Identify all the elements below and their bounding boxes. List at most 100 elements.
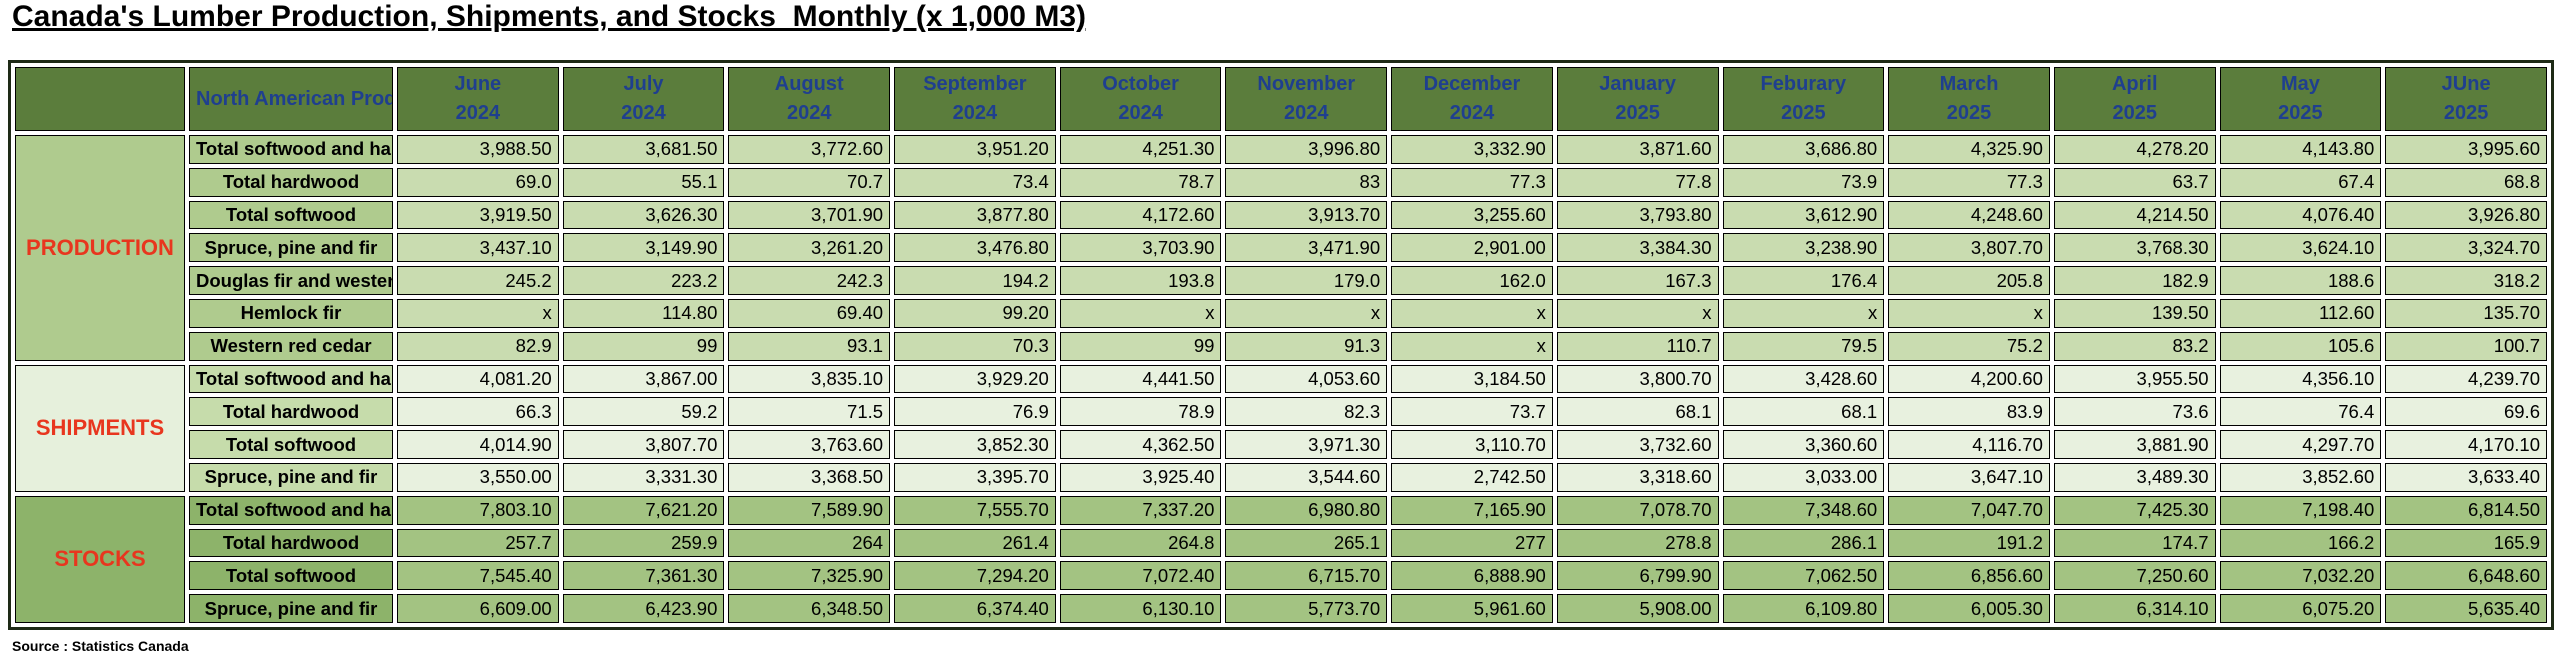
section-label-stocks: STOCKS: [15, 495, 185, 623]
value-cell: 277: [1391, 528, 1553, 558]
value-cell: 265.1: [1225, 528, 1388, 558]
table-row: Total hardwood 69.0 55.1 70.7 73.4 78.7 83 77.3…: [15, 167, 2547, 197]
value-cell: 264.8: [1059, 528, 1222, 558]
value-cell: x: [1556, 298, 1719, 328]
value-cell: 6,005.30: [1888, 594, 2050, 623]
value-cell: 278.8: [1556, 528, 1719, 558]
value-cell: 3,261.20: [728, 233, 891, 263]
month-header: JUne 2025: [2385, 67, 2547, 131]
row-label: Total softwood and hardwood: [189, 495, 393, 525]
value-cell: 7,062.50: [1722, 561, 1885, 591]
value-cell: 6,423.90: [562, 594, 725, 623]
value-cell: 3,238.90: [1722, 233, 1885, 263]
value-cell: 7,325.90: [728, 561, 891, 591]
month-year: 2025: [2278, 102, 2323, 124]
value-cell: 73.9: [1722, 167, 1885, 197]
value-cell: 6,814.50: [2385, 495, 2547, 525]
value-cell: 3,852.60: [2219, 462, 2382, 492]
value-cell: 7,250.60: [2053, 561, 2216, 591]
table-row: Total hardwood 66.3 59.2 71.5 76.9 78.9 82.3 73…: [15, 397, 2547, 427]
value-cell: 139.50: [2053, 298, 2216, 328]
value-cell: 3,877.80: [894, 200, 1056, 230]
value-cell: x: [1391, 298, 1553, 328]
value-cell: 77.3: [1888, 167, 2050, 197]
value-cell: 69.6: [2385, 397, 2547, 427]
value-cell: 55.1: [562, 167, 725, 197]
month-name: March: [1939, 73, 1999, 95]
value-cell: 68.1: [1556, 397, 1719, 427]
value-cell: 83.9: [1888, 397, 2050, 427]
value-cell: 4,441.50: [1059, 364, 1222, 394]
month-year: 2025: [1615, 102, 1660, 124]
value-cell: 83: [1225, 167, 1388, 197]
value-cell: 3,852.30: [894, 430, 1056, 459]
value-cell: 7,361.30: [562, 561, 725, 591]
value-cell: 63.7: [2053, 167, 2216, 197]
month-year: 2025: [1781, 102, 1826, 124]
value-cell: 3,544.60: [1225, 462, 1388, 492]
value-cell: 182.9: [2053, 266, 2216, 295]
value-cell: 135.70: [2385, 298, 2547, 328]
row-label: Total hardwood: [189, 167, 393, 197]
header-row: North American Product Classification Sy…: [15, 67, 2547, 131]
value-cell: 4,356.10: [2219, 364, 2382, 394]
value-cell: 7,078.70: [1556, 495, 1719, 525]
value-cell: 3,633.40: [2385, 462, 2547, 492]
value-cell: 5,773.70: [1225, 594, 1388, 623]
month-name: November: [1257, 73, 1356, 95]
value-cell: 167.3: [1556, 266, 1719, 295]
value-cell: 7,589.90: [728, 495, 891, 525]
month-header: October 2024: [1059, 67, 1222, 131]
value-cell: 3,913.70: [1225, 200, 1388, 230]
month-header: June 2024: [397, 67, 559, 131]
value-cell: 3,681.50: [562, 135, 725, 164]
value-cell: 6,888.90: [1391, 561, 1553, 591]
value-cell: 3,951.20: [894, 135, 1056, 164]
value-cell: 7,803.10: [397, 495, 559, 525]
value-cell: 3,995.60: [2385, 135, 2547, 164]
lumber-table: North American Product Classification Sy…: [11, 63, 2551, 627]
value-cell: 3,971.30: [1225, 430, 1388, 459]
value-cell: 4,200.60: [1888, 364, 2050, 394]
value-cell: 4,143.80: [2219, 135, 2382, 164]
value-cell: 3,926.80: [2385, 200, 2547, 230]
value-cell: x: [1059, 298, 1222, 328]
value-cell: 77.3: [1391, 167, 1553, 197]
value-cell: 6,374.40: [894, 594, 1056, 623]
value-cell: 3,489.30: [2053, 462, 2216, 492]
value-cell: 4,325.90: [1888, 135, 2050, 164]
value-cell: 3,807.70: [1888, 233, 2050, 263]
row-label: Total softwood and hardwood: [189, 135, 393, 164]
value-cell: 3,955.50: [2053, 364, 2216, 394]
month-header: November 2024: [1225, 67, 1388, 131]
value-cell: 3,437.10: [397, 233, 559, 263]
value-cell: 3,110.70: [1391, 430, 1553, 459]
value-cell: 6,348.50: [728, 594, 891, 623]
month-name: August: [774, 73, 844, 95]
value-cell: 3,550.00: [397, 462, 559, 492]
month-header: July 2024: [562, 67, 725, 131]
month-name: January: [1599, 73, 1677, 95]
lumber-table-frame: North American Product Classification Sy…: [8, 60, 2554, 630]
value-cell: 66.3: [397, 397, 559, 427]
value-cell: 4,081.20: [397, 364, 559, 394]
value-cell: 4,014.90: [397, 430, 559, 459]
value-cell: 4,362.50: [1059, 430, 1222, 459]
value-cell: 3,360.60: [1722, 430, 1885, 459]
value-cell: 4,076.40: [2219, 200, 2382, 230]
value-cell: 77.8: [1556, 167, 1719, 197]
value-cell: x: [1888, 298, 2050, 328]
month-header: May 2025: [2219, 67, 2382, 131]
value-cell: 3,867.00: [562, 364, 725, 394]
row-label: Hemlock fir: [189, 298, 393, 328]
month-header: March 2025: [1888, 67, 2050, 131]
value-cell: 3,384.30: [1556, 233, 1719, 263]
month-year: 2024: [1284, 102, 1329, 124]
month-year: 2025: [1946, 102, 1992, 124]
value-cell: 4,297.70: [2219, 430, 2382, 459]
value-cell: 76.9: [894, 397, 1056, 427]
value-cell: 83.2: [2053, 331, 2216, 361]
value-cell: 7,621.20: [562, 495, 725, 525]
value-cell: 6,856.60: [1888, 561, 2050, 591]
